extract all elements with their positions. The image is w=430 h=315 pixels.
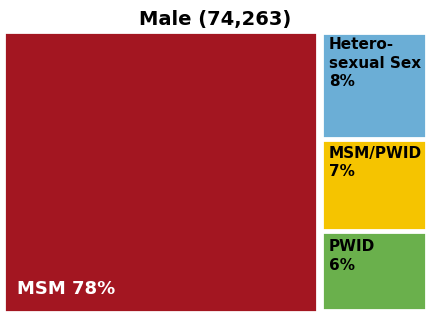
Text: Hetero-
sexual Sex
8%: Hetero- sexual Sex 8%: [329, 37, 421, 89]
Bar: [322, 33, 426, 138]
Text: MSM/PWID
7%: MSM/PWID 7%: [329, 146, 422, 179]
Text: PWID
6%: PWID 6%: [329, 239, 375, 273]
Text: MSM 78%: MSM 78%: [17, 280, 115, 298]
Bar: [4, 32, 317, 312]
Bar: [322, 140, 426, 230]
Bar: [322, 232, 426, 310]
Title: Male (74,263): Male (74,263): [139, 9, 291, 29]
